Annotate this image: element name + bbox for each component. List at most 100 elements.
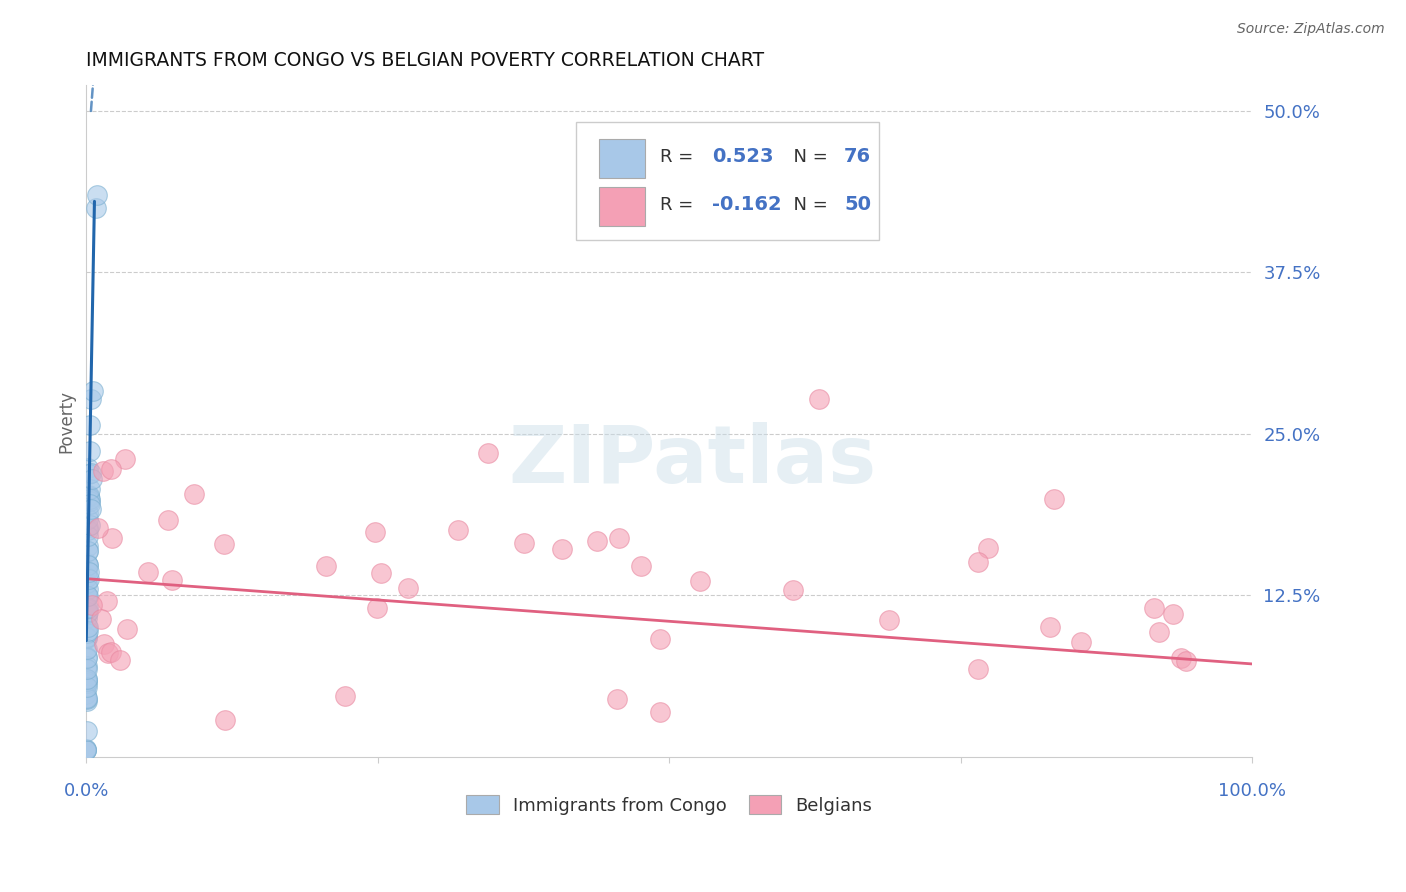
Point <box>76 556 98 570</box>
Point <box>114 452 136 467</box>
Point <box>76 564 98 578</box>
Text: Source: ZipAtlas.com: Source: ZipAtlas.com <box>1237 22 1385 37</box>
Point <box>77 529 100 543</box>
Point <box>76 590 98 604</box>
Point <box>86 521 108 535</box>
Point <box>90 612 112 626</box>
Point <box>76 672 98 686</box>
Text: IMMIGRANTS FROM CONGO VS BELGIAN POVERTY CORRELATION CHART: IMMIGRANTS FROM CONGO VS BELGIAN POVERTY… <box>86 51 765 70</box>
Text: 0.0%: 0.0% <box>63 782 110 800</box>
Point <box>630 558 652 573</box>
Point <box>77 488 100 502</box>
Point <box>79 492 101 507</box>
Text: R =: R = <box>659 148 699 166</box>
Point <box>77 490 100 504</box>
Point <box>79 444 101 458</box>
Point <box>76 570 98 584</box>
Point <box>77 572 100 586</box>
Point <box>606 692 628 706</box>
Point <box>76 673 98 687</box>
Point <box>877 613 900 627</box>
Point <box>77 512 100 526</box>
Point <box>86 188 108 202</box>
Point <box>82 384 104 399</box>
Text: -0.162: -0.162 <box>713 195 782 214</box>
FancyBboxPatch shape <box>599 138 645 178</box>
Point <box>76 590 98 604</box>
Point <box>76 619 98 633</box>
Point <box>76 661 98 675</box>
Point <box>100 531 122 545</box>
Point <box>76 544 98 558</box>
Point <box>75 743 97 757</box>
Point <box>315 558 337 573</box>
Point <box>212 537 235 551</box>
Point <box>108 653 131 667</box>
Text: R =: R = <box>659 195 699 214</box>
Point <box>76 605 98 619</box>
Point <box>76 694 98 708</box>
Point <box>77 601 100 615</box>
Point <box>79 502 101 516</box>
Point <box>75 642 97 657</box>
Point <box>967 662 990 676</box>
Point <box>76 674 98 689</box>
Point <box>156 513 179 527</box>
Point <box>364 525 387 540</box>
Point <box>79 467 101 481</box>
Text: 0.523: 0.523 <box>713 147 773 166</box>
Point <box>370 566 392 580</box>
FancyBboxPatch shape <box>599 186 645 227</box>
Point <box>79 518 101 533</box>
Text: 100.0%: 100.0% <box>1218 782 1286 800</box>
Point <box>585 533 607 548</box>
Point <box>76 692 98 706</box>
Point <box>1043 491 1066 506</box>
Point <box>512 536 534 550</box>
Point <box>82 598 104 612</box>
Point <box>76 605 98 619</box>
Point <box>76 523 98 537</box>
Point <box>76 662 98 676</box>
Text: 50: 50 <box>844 195 872 214</box>
Point <box>80 392 103 406</box>
Point <box>76 606 98 620</box>
Point <box>333 689 356 703</box>
Point <box>76 539 98 553</box>
Text: N =: N = <box>782 195 834 214</box>
Point <box>689 574 711 588</box>
Point <box>76 544 98 558</box>
Point <box>79 418 101 433</box>
Point <box>75 742 97 756</box>
FancyBboxPatch shape <box>576 122 879 240</box>
Text: 76: 76 <box>844 147 872 166</box>
Point <box>76 520 98 534</box>
Point <box>79 494 101 508</box>
Point <box>76 649 98 664</box>
Point <box>1147 624 1170 639</box>
Point <box>447 523 470 537</box>
Point <box>77 566 100 580</box>
Point <box>214 713 236 727</box>
Point <box>1070 635 1092 649</box>
Y-axis label: Poverty: Poverty <box>58 390 75 452</box>
Point <box>75 687 97 701</box>
Point <box>79 497 101 511</box>
Point <box>82 472 104 486</box>
Point <box>76 611 98 625</box>
Point <box>77 489 100 503</box>
Point <box>76 676 98 690</box>
Point <box>84 201 107 215</box>
Point <box>76 680 98 694</box>
Point <box>115 622 138 636</box>
Point <box>76 558 98 572</box>
Point <box>477 446 499 460</box>
Point <box>77 589 100 603</box>
Point <box>782 582 804 597</box>
Point <box>93 637 115 651</box>
Point <box>607 531 630 545</box>
Point <box>77 467 100 481</box>
Point <box>75 679 97 693</box>
Point <box>97 646 120 660</box>
Point <box>76 642 98 657</box>
